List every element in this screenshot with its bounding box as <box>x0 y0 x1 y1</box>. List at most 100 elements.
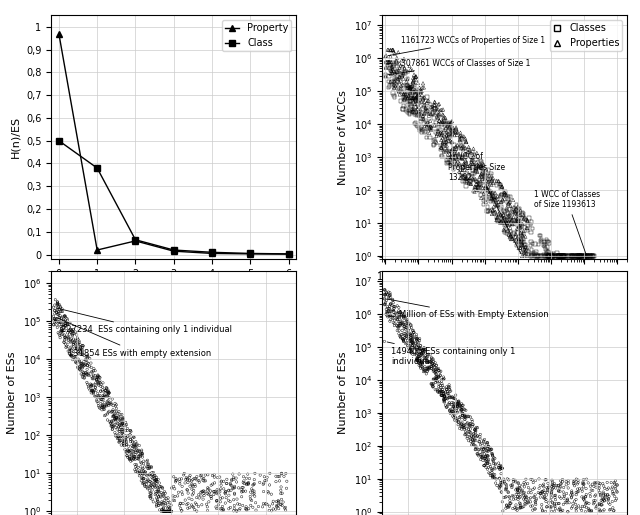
Properties <box>400 90 410 98</box>
Point <box>93 380 103 388</box>
Point <box>465 425 476 433</box>
Point <box>209 487 219 495</box>
Point <box>594 501 604 509</box>
Point <box>99 411 109 420</box>
Point <box>154 479 164 487</box>
Point <box>436 377 447 385</box>
Point <box>115 410 125 419</box>
Point <box>177 507 187 515</box>
Point <box>472 432 483 440</box>
Point <box>159 507 170 515</box>
Classes <box>412 123 422 131</box>
Point <box>511 501 521 509</box>
Point <box>185 482 195 490</box>
Point <box>530 497 540 506</box>
Point <box>398 312 408 320</box>
Point <box>165 507 175 515</box>
Classes <box>477 169 488 178</box>
Classes <box>388 78 399 86</box>
Point <box>521 475 531 484</box>
Point <box>105 417 115 425</box>
Point <box>486 445 497 453</box>
Point <box>580 497 590 505</box>
Properties <box>424 111 434 119</box>
Point <box>531 496 541 504</box>
Properties <box>507 215 517 224</box>
Classes <box>488 190 498 198</box>
Point <box>432 365 442 373</box>
Classes <box>519 248 529 256</box>
Point <box>440 388 451 396</box>
Point <box>562 499 572 507</box>
Point <box>541 475 551 484</box>
Classes <box>582 252 592 260</box>
Classes <box>444 158 454 166</box>
Point <box>103 397 113 405</box>
Point <box>530 505 540 513</box>
Point <box>77 347 88 355</box>
Point <box>497 465 507 473</box>
Classes <box>547 252 557 260</box>
Point <box>538 494 548 502</box>
Point <box>470 426 480 434</box>
Point <box>216 481 226 489</box>
Point <box>444 399 454 407</box>
Point <box>220 490 230 498</box>
Point <box>65 336 76 344</box>
Point <box>550 499 560 507</box>
Point <box>249 489 259 497</box>
Point <box>505 499 515 507</box>
Point <box>53 307 63 316</box>
Point <box>420 366 430 374</box>
Properties <box>397 71 407 79</box>
Properties <box>461 151 471 159</box>
Properties <box>460 144 470 152</box>
Point <box>93 373 104 381</box>
Point <box>450 406 460 415</box>
Classes <box>507 208 517 216</box>
Point <box>107 407 117 416</box>
Point <box>382 312 392 320</box>
Point <box>417 346 428 354</box>
Point <box>515 490 525 499</box>
Point <box>85 386 95 394</box>
Properties <box>447 138 457 146</box>
Point <box>455 421 465 430</box>
Point <box>500 486 511 494</box>
Point <box>68 340 79 349</box>
Point <box>268 505 278 513</box>
Classes <box>398 68 408 76</box>
Point <box>405 347 415 355</box>
Point <box>99 405 109 413</box>
Point <box>394 308 404 317</box>
Point <box>436 375 447 384</box>
Point <box>439 396 449 404</box>
Point <box>488 456 498 465</box>
Point <box>191 500 202 508</box>
Properties <box>451 128 461 136</box>
Point <box>56 331 67 339</box>
Point <box>182 474 193 483</box>
Point <box>470 445 480 454</box>
Point <box>259 479 269 487</box>
Point <box>71 343 81 351</box>
Point <box>137 466 147 474</box>
Point <box>405 344 415 352</box>
Point <box>76 363 86 371</box>
Point <box>95 373 105 382</box>
Classes <box>513 216 523 225</box>
Point <box>405 344 415 352</box>
Point <box>95 376 105 385</box>
Properties <box>497 182 508 191</box>
Point <box>390 312 400 320</box>
Point <box>420 348 430 356</box>
Point <box>56 327 67 335</box>
Point <box>384 295 394 303</box>
Point <box>406 323 417 332</box>
Point <box>472 432 483 440</box>
Point <box>143 485 153 493</box>
Point <box>541 503 552 511</box>
Properties <box>491 193 501 201</box>
Classes <box>472 162 482 170</box>
Point <box>81 369 91 377</box>
